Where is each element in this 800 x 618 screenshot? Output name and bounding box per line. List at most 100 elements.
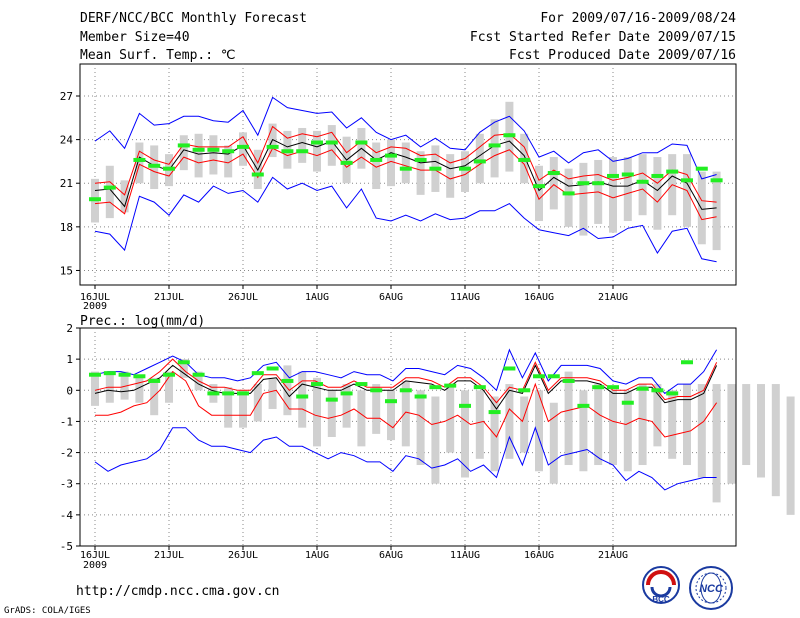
prec-range-box [653, 384, 662, 447]
temp-obs-bar [103, 185, 116, 190]
temp-obs-bar [399, 166, 412, 171]
prec-range-box [579, 390, 588, 472]
prec-obs-bar [89, 372, 101, 377]
temp-xtick-label: 21JUL [154, 292, 184, 303]
prec-obs-bar [429, 385, 442, 390]
temp-obs-bar [355, 140, 368, 145]
prec-obs-bar [296, 394, 309, 399]
prec-range-box [372, 384, 381, 434]
temp-lower-blue-line [94, 176, 717, 263]
prec-range-box [239, 390, 247, 428]
prec-upper-red-line [94, 358, 718, 404]
prec-range-box [490, 396, 499, 472]
temp-range-box [387, 139, 395, 187]
prec-range-box [638, 384, 647, 466]
temp-obs-bar [488, 143, 501, 148]
prec-year-label: 2009 [83, 560, 107, 571]
produced-date-label: Fcst Produced Date 2009/07/16 [509, 48, 736, 63]
temp-xtick-label: 11AUG [450, 292, 480, 303]
temp-obs-bar [325, 140, 338, 145]
prec-range-box [268, 377, 277, 409]
temp-range-box [120, 180, 129, 213]
temp-plot-frame [79, 63, 737, 286]
prec-title: Prec.: log(mm/d) [80, 314, 205, 329]
prec-ytick-label: -1 [60, 415, 73, 428]
temp-obs-bar [473, 159, 486, 164]
temp-obs-bar [385, 153, 397, 158]
temp-obs-bar [429, 166, 442, 171]
temp-ytick-label: 27 [60, 90, 73, 103]
temp-range-box [475, 133, 484, 184]
prec-obs-bar [621, 400, 634, 405]
temp-year-label: 2009 [83, 301, 107, 312]
prec-obs-bar [399, 388, 412, 393]
prec-obs-bar [607, 385, 619, 390]
temp-obs-bar [547, 171, 560, 176]
temp-range-box [623, 157, 632, 222]
temp-obs-bar [621, 172, 634, 177]
prec-range-box [120, 371, 129, 400]
prec-range-box [179, 359, 188, 378]
temp-mean-line [94, 138, 717, 210]
prec-obs-bar [103, 371, 116, 376]
prec-xtick-label: 1AUG [305, 550, 329, 561]
temp-obs-bar [681, 178, 693, 183]
temp-range-box [179, 135, 188, 171]
chart-title: DERF/NCC/BCC Monthly Forecast [80, 11, 307, 26]
prec-obs-bar [577, 403, 590, 408]
prec-range-box [165, 371, 173, 403]
temp-obs-bar [607, 173, 619, 178]
prec-range-box [520, 396, 529, 453]
source-url[interactable]: http://cmdp.ncc.cma.gov.cn [76, 584, 280, 599]
prec-obs-bar [325, 397, 338, 402]
prec-obs-bar [503, 366, 516, 371]
prec-range-box [505, 384, 514, 459]
prec-obs-bar [281, 378, 294, 383]
temp-range-box [327, 125, 336, 166]
prec-obs-bar [370, 388, 383, 393]
temp-obs-bar [296, 149, 309, 154]
prec-obs-bar [385, 399, 397, 404]
start-date-label: Fcst Started Refer Date 2009/07/15 [469, 30, 736, 45]
temp-obs-bar [266, 144, 279, 149]
forecast-period-label: For 2009/07/16-2009/08/24 [540, 11, 736, 26]
prec-xtick-label: 16AUG [524, 550, 554, 561]
temp-range-box [446, 154, 455, 198]
prec-range-box [623, 390, 632, 472]
temp-range-box [697, 171, 706, 245]
temp-range-box [209, 135, 218, 175]
temp-obs-bar [577, 181, 590, 186]
prec-ytick-label: 0 [66, 384, 73, 397]
prec-obs-bar [133, 374, 146, 379]
prec-obs-bar [636, 386, 649, 391]
prec-obs-bar [311, 382, 323, 387]
prec-obs-bar [444, 383, 457, 388]
prec-ytick-label: -3 [60, 478, 73, 491]
temp-upper-blue-line [94, 96, 717, 180]
temp-obs-bar [710, 178, 723, 183]
temp-obs-bar [89, 197, 101, 202]
prec-ytick-label: -5 [60, 540, 73, 553]
temp-range-box [461, 151, 469, 192]
variable-label: Mean Surf. Temp.: ℃ [80, 48, 236, 63]
prec-range-box [461, 390, 469, 478]
prec-range-box [357, 390, 366, 447]
prec-obs-bar [681, 360, 693, 365]
prec-range-box [609, 390, 617, 466]
prec-range-box [313, 377, 321, 447]
prec-ytick-label: 2 [66, 322, 73, 335]
temp-obs-bar [651, 173, 664, 178]
temp-obs-bar [533, 184, 545, 189]
prec-range-box [564, 371, 573, 466]
prec-range-box [91, 371, 99, 406]
temp-range-box [416, 151, 425, 195]
temp-xtick-label: 6AUG [379, 292, 403, 303]
temp-range-box [194, 133, 203, 178]
temp-range-box [372, 142, 381, 190]
prec-obs-bar [533, 374, 545, 379]
temp-obs-bar [222, 149, 235, 154]
temp-lower-red-line [94, 147, 717, 221]
prec-range-box [668, 390, 677, 459]
prec-range-box [475, 390, 484, 459]
